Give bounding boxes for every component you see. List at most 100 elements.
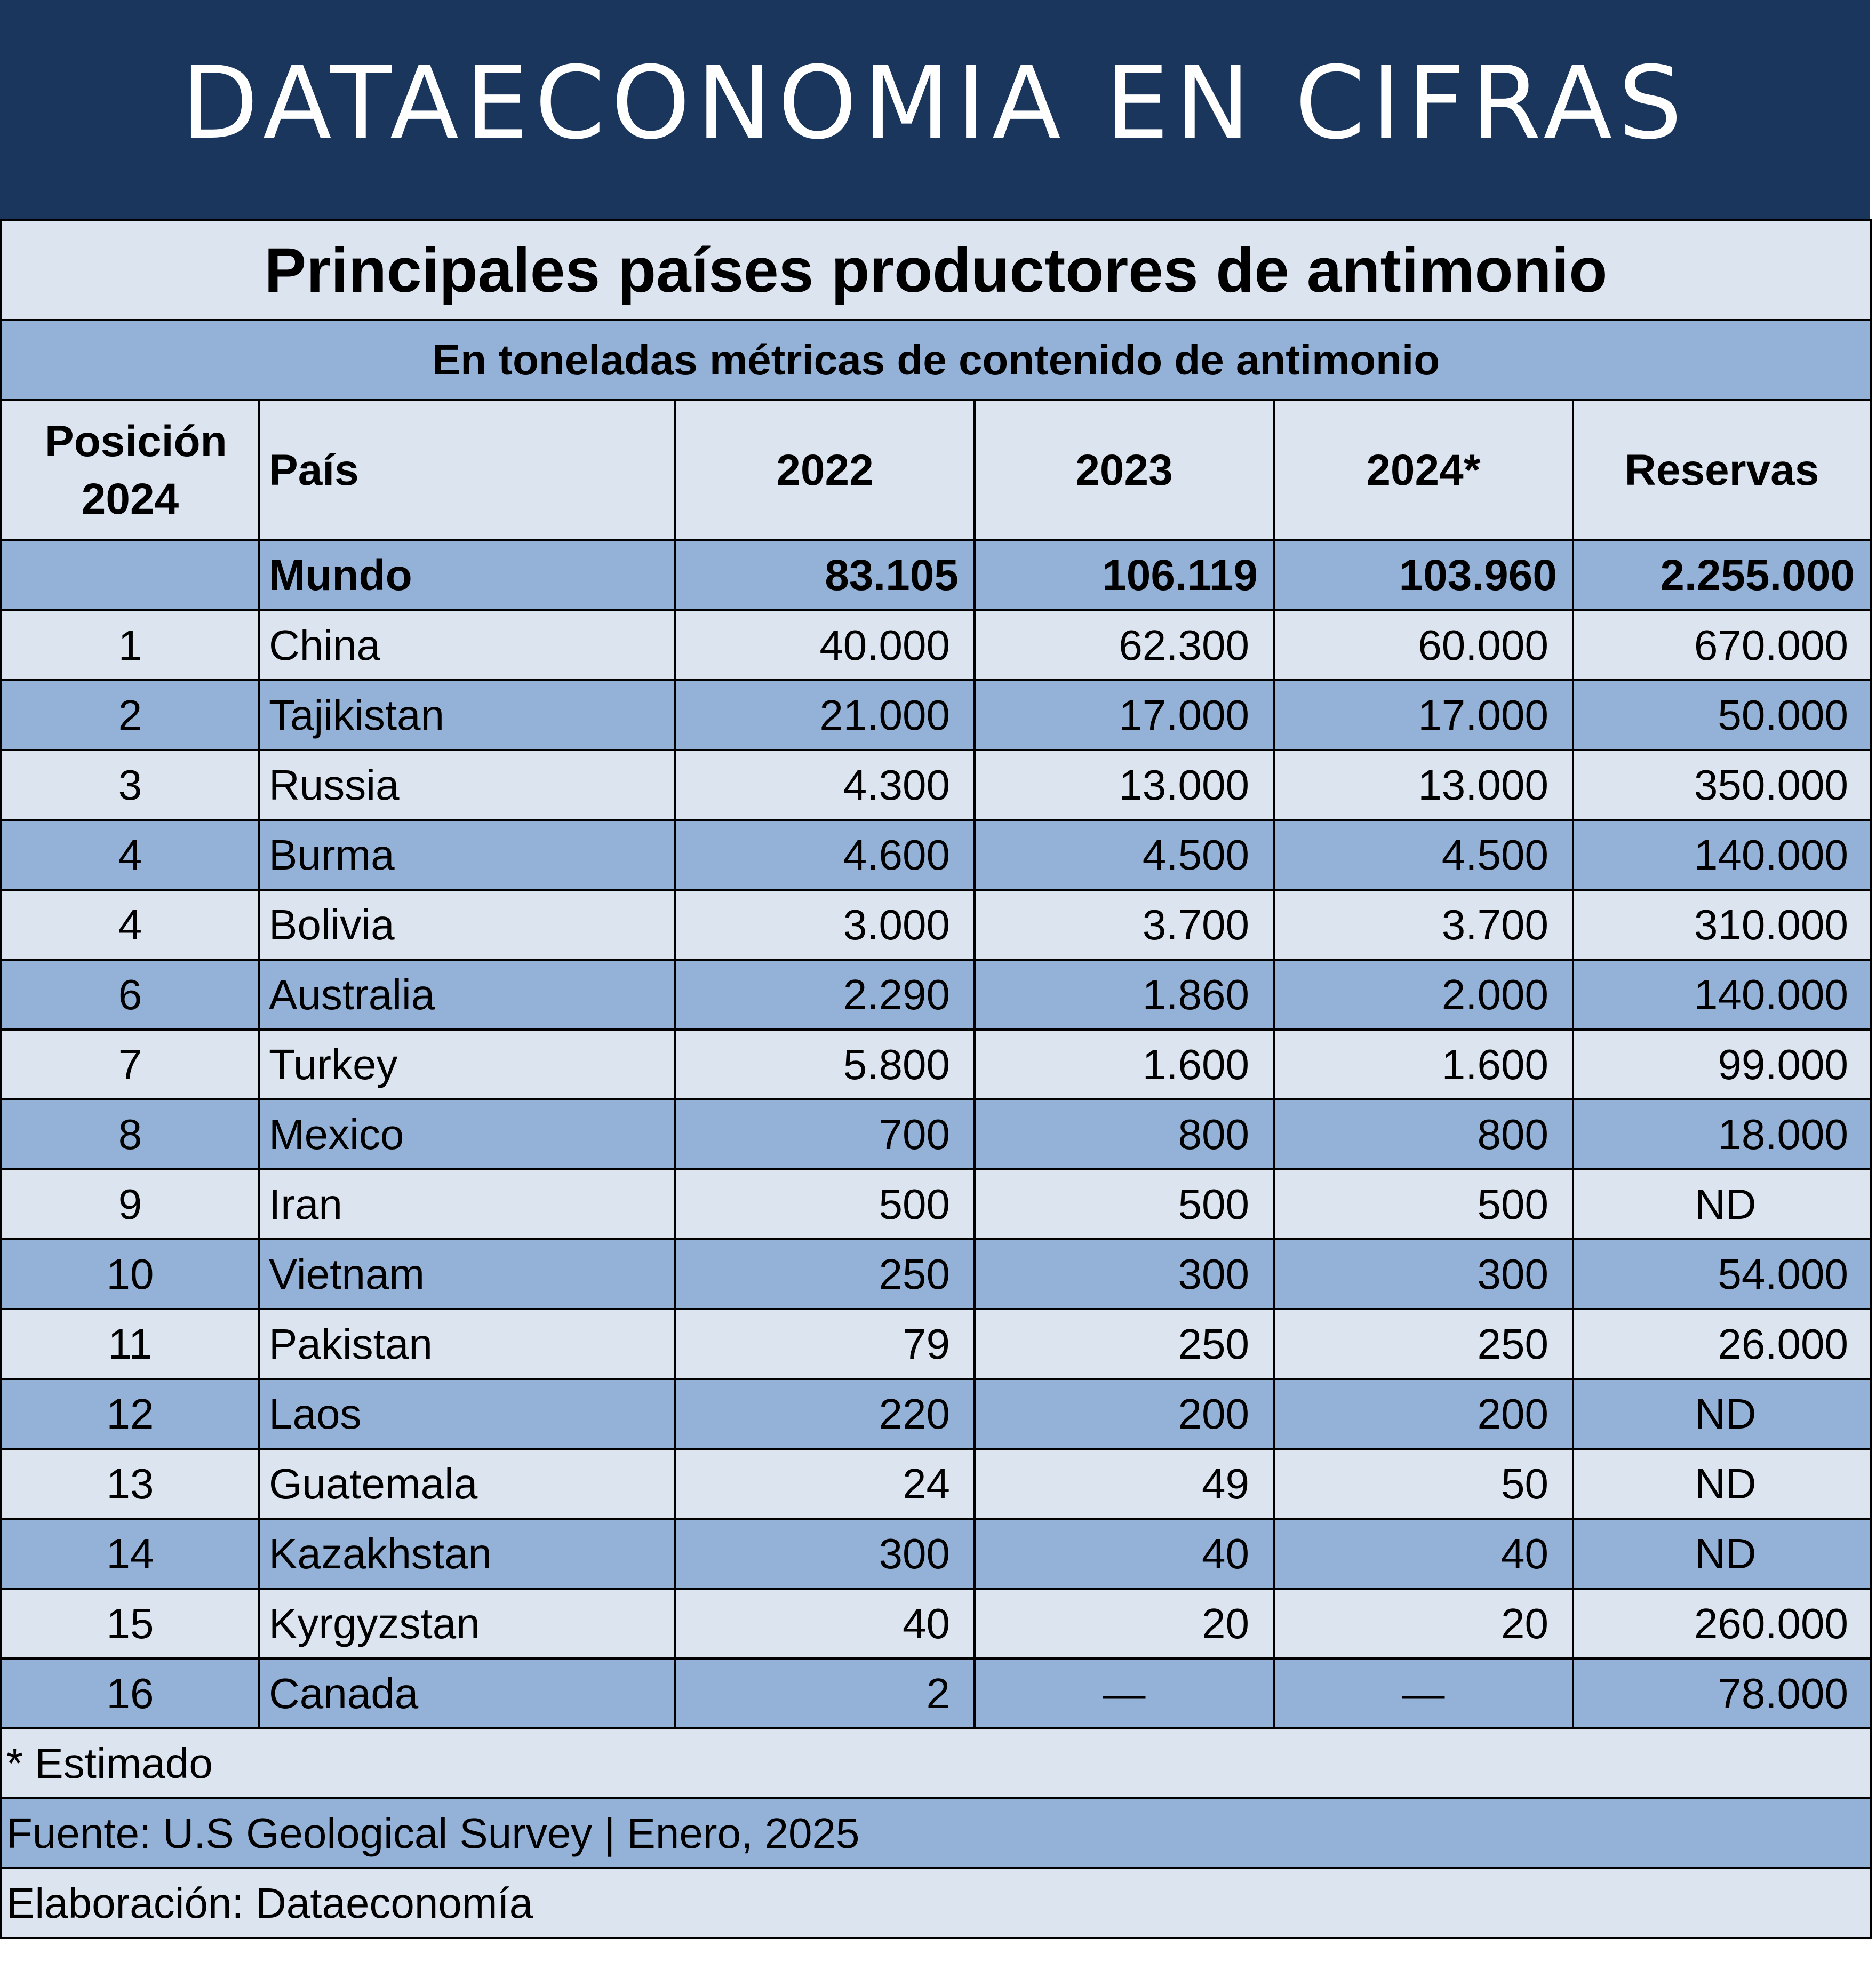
table-row: 12 Laos 220 200 200 ND	[0, 1378, 1872, 1450]
rank-cell: 7	[0, 1028, 260, 1100]
rank-cell: 13	[0, 1448, 260, 1520]
value-cell-2022: 79	[674, 1308, 976, 1380]
value-cell-2023: 49	[973, 1448, 1275, 1520]
column-header-2022: 2022	[674, 399, 976, 541]
value-cell-2024: 20	[1273, 1588, 1574, 1660]
world-rank-cell	[0, 539, 260, 611]
value-cell-2023: 500	[973, 1168, 1275, 1240]
credit-line: Elaboración: Dataeconomía	[0, 1867, 1872, 1939]
world-label: Mundo	[258, 539, 676, 611]
table-row: 2 Tajikistan 21.000 17.000 17.000 50.000	[0, 679, 1872, 751]
table-row: 16 Canada 2— —78.000	[0, 1657, 1872, 1729]
rank-cell: 4	[0, 889, 260, 961]
rank-cell: 4	[0, 819, 260, 891]
country-cell: Iran	[258, 1168, 676, 1240]
column-header-position: Posición 2024	[0, 399, 260, 541]
value-cell-2022: 2.290	[674, 959, 976, 1031]
rank-cell: 9	[0, 1168, 260, 1240]
value-cell-2024: 4.500	[1273, 819, 1574, 891]
value-cell-2022: 4.300	[674, 749, 976, 821]
world-2023: 106.119	[973, 539, 1275, 611]
production-table: Principales países productores de antimo…	[0, 219, 1872, 1939]
value-cell-2024: 500	[1273, 1168, 1574, 1240]
rank-cell: 1	[0, 609, 260, 681]
value-cell-2024: 40	[1273, 1518, 1574, 1590]
rank-cell: 12	[0, 1378, 260, 1450]
reserves-cell: 50.000	[1571, 679, 1872, 751]
value-cell-2024: 800	[1273, 1098, 1574, 1170]
rank-cell: 8	[0, 1098, 260, 1170]
table-row: 1 China 40.000 62.300 60.000 670.000	[0, 609, 1872, 681]
value-cell-2023: 40	[973, 1518, 1275, 1590]
value-cell-2022: 2	[674, 1657, 976, 1729]
value-cell-2022: 500	[674, 1168, 976, 1240]
rank-cell: 10	[0, 1238, 260, 1310]
value-cell-2023: 1.600	[973, 1028, 1275, 1100]
country-cell: Burma	[258, 819, 676, 891]
rank-cell: 6	[0, 959, 260, 1031]
value-cell-2023: 4.500	[973, 819, 1275, 891]
reserves-cell: 54.000	[1571, 1238, 1872, 1310]
value-cell-2022: 4.600	[674, 819, 976, 891]
value-cell-2023: 800	[973, 1098, 1275, 1170]
country-cell: Australia	[258, 959, 676, 1031]
rank-cell: 11	[0, 1308, 260, 1380]
value-cell-2024: 50	[1273, 1448, 1574, 1520]
value-cell-2023: 200	[973, 1378, 1275, 1450]
reserves-cell: ND	[1571, 1168, 1872, 1240]
table-row: 13 Guatemala 24 49 50 ND	[0, 1448, 1872, 1520]
reserves-cell: 18.000	[1571, 1098, 1872, 1170]
value-cell-2023: 13.000	[973, 749, 1275, 821]
value-cell-2022: 700	[674, 1098, 976, 1170]
reserves-cell: 99.000	[1571, 1028, 1872, 1100]
value-cell-2022: 40.000	[674, 609, 976, 681]
value-cell-2023: 250	[973, 1308, 1275, 1380]
reserves-cell: 260.000	[1571, 1588, 1872, 1660]
table-row: 7 Turkey 5.800 1.600 1.600 99.000	[0, 1028, 1872, 1100]
reserves-cell: 310.000	[1571, 889, 1872, 961]
country-cell: Guatemala	[258, 1448, 676, 1520]
reserves-cell: 26.000	[1571, 1308, 1872, 1380]
country-cell: Mexico	[258, 1098, 676, 1170]
rank-cell: 16	[0, 1657, 260, 1729]
reserves-cell: 670.000	[1571, 609, 1872, 681]
table-row: 9 Iran 500 500 500 ND	[0, 1168, 1872, 1240]
table-row: 11 Pakistan 79 250 250 26.000	[0, 1308, 1872, 1380]
table-title: Principales países productores de antimo…	[0, 219, 1872, 321]
brand-banner: DATAECONOMIA EN CIFRAS	[0, 0, 1870, 219]
rank-cell: 3	[0, 749, 260, 821]
rank-cell: 14	[0, 1518, 260, 1590]
rank-cell: 2	[0, 679, 260, 751]
rank-cell: 15	[0, 1588, 260, 1660]
value-cell-2022: 3.000	[674, 889, 976, 961]
source-line: Fuente: U.S Geological Survey | Enero, 2…	[0, 1797, 1872, 1869]
value-cell-2023: 20	[973, 1588, 1275, 1660]
value-cell-2022: 21.000	[674, 679, 976, 751]
country-cell: Kazakhstan	[258, 1518, 676, 1590]
value-cell-2022: 40	[674, 1588, 976, 1660]
table-row: 15 Kyrgyzstan 40 20 20 260.000	[0, 1588, 1872, 1660]
column-header-2023: 2023	[973, 399, 1275, 541]
country-cell: Vietnam	[258, 1238, 676, 1310]
reserves-cell: 350.000	[1571, 749, 1872, 821]
table-row: 6 Australia 2.290 1.860 2.000 140.000	[0, 959, 1872, 1031]
value-cell-2024: 200	[1273, 1378, 1574, 1450]
table-row: 4 Burma 4.600 4.500 4.500 140.000	[0, 819, 1872, 891]
table-row: 8 Mexico 700 800 800 18.000	[0, 1098, 1872, 1170]
value-cell-2024: 17.000	[1273, 679, 1574, 751]
country-cell: China	[258, 609, 676, 681]
value-cell-2024: 1.600	[1273, 1028, 1574, 1100]
value-cell-2023: 300	[973, 1238, 1275, 1310]
world-reserves: 2.255.000	[1571, 539, 1872, 611]
reserves-cell: 78.000	[1571, 1657, 1872, 1729]
reserves-cell: 140.000	[1571, 819, 1872, 891]
country-cell: Kyrgyzstan	[258, 1588, 676, 1660]
country-cell: Canada	[258, 1657, 676, 1729]
country-cell: Laos	[258, 1378, 676, 1450]
value-cell-2022: 250	[674, 1238, 976, 1310]
value-cell-2023: 17.000	[973, 679, 1275, 751]
reserves-cell: ND	[1571, 1518, 1872, 1590]
value-cell-2024: 300	[1273, 1238, 1574, 1310]
column-header-reserves: Reservas	[1571, 399, 1872, 541]
table-subtitle: En toneladas métricas de contenido de an…	[0, 319, 1872, 401]
